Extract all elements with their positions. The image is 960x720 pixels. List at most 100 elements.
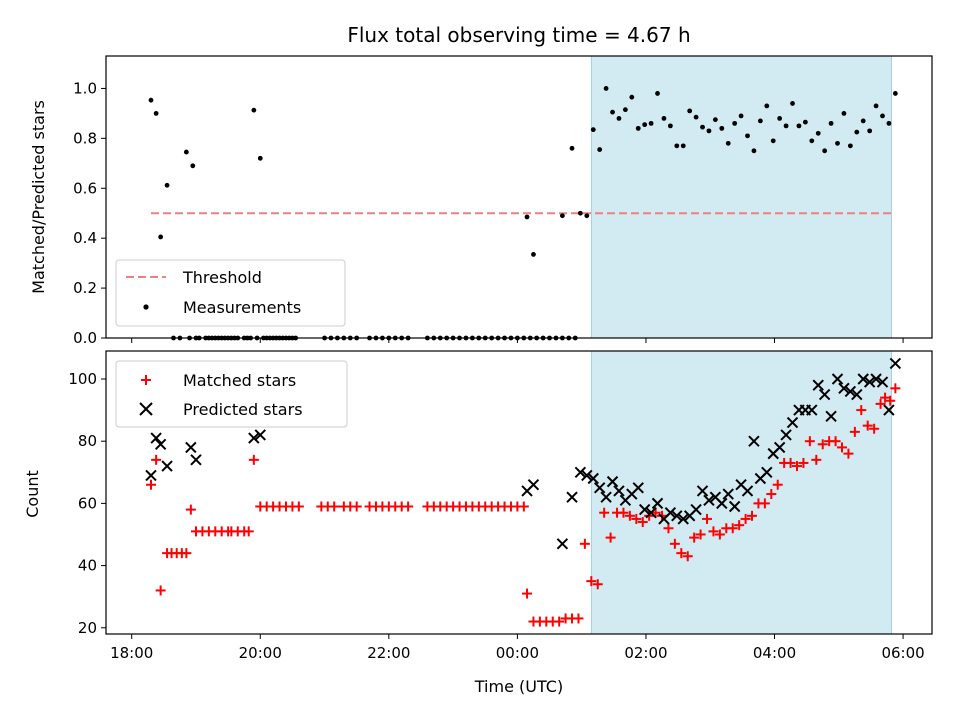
predicted-star-point	[786, 416, 799, 429]
predicted-star-d2	[248, 432, 260, 444]
measurement-point	[559, 213, 565, 219]
matched-star-point	[843, 448, 854, 459]
y-tick-label: 0.2	[73, 279, 97, 297]
matched-star-point	[817, 439, 828, 450]
measurement-point	[757, 118, 763, 124]
matched-star-point	[890, 383, 901, 394]
matched-star-point	[804, 436, 815, 447]
matched-star-point	[862, 420, 873, 431]
predicted-star-d2	[722, 488, 734, 500]
y-tick-label: 40	[78, 557, 97, 575]
predicted-star-d2	[145, 469, 157, 482]
predicted-star-point	[748, 435, 760, 447]
predicted-star-d2	[696, 485, 709, 497]
measurement-point	[164, 182, 170, 188]
predicted-star-point	[761, 466, 773, 478]
predicted-star-point	[190, 454, 202, 466]
measurement-point	[860, 118, 866, 124]
predicted-star-point	[556, 538, 569, 550]
matched-star-point	[599, 507, 610, 518]
legend-predicted-label: Predicted stars	[183, 400, 303, 419]
predicted-star-point	[593, 482, 606, 494]
matched-star-point	[772, 479, 783, 490]
matched-star-point	[579, 538, 590, 549]
measurement-point	[880, 113, 885, 119]
x-tick-label: 00:00	[496, 644, 539, 662]
measurement-point	[190, 163, 196, 169]
matched-star-point	[573, 613, 584, 624]
predicted-star-d2	[786, 416, 799, 429]
y-tick-label: 100	[68, 370, 97, 388]
predicted-star-point	[703, 494, 715, 506]
predicted-star-d2	[838, 382, 850, 395]
matched-star-point	[351, 501, 362, 512]
predicted-star-point	[587, 472, 599, 485]
measurement-point	[569, 145, 575, 151]
measurement-point	[661, 115, 667, 121]
x-tick-label: 22:00	[367, 644, 410, 662]
predicted-star-d2	[812, 379, 824, 391]
predicted-star-point	[185, 441, 197, 454]
predicted-star-d2	[527, 479, 540, 491]
predicted-star-d2	[773, 441, 786, 454]
predicted-star-point	[632, 482, 644, 494]
predicted-star-d2	[863, 376, 876, 388]
legend-bottom: Matched stars Predicted stars	[115, 360, 348, 428]
chart-title: Flux total observing time = 4.67 h	[347, 23, 690, 47]
x-tick-label: 18:00	[110, 644, 153, 662]
predicted-star-point	[254, 429, 266, 441]
predicted-star-d2	[677, 513, 689, 525]
measurement-point	[796, 123, 802, 129]
matched-star-point	[637, 517, 648, 528]
predicted-star-point	[248, 432, 260, 444]
measurement-point	[700, 124, 705, 130]
measurement-point	[629, 94, 635, 100]
matched-star-point	[714, 529, 725, 540]
measurement-point	[667, 123, 673, 129]
matched-star-point	[695, 529, 706, 540]
matched-star-point	[631, 513, 642, 524]
predicted-star-d2	[735, 479, 747, 491]
predicted-star-point	[606, 475, 619, 488]
predicted-star-point	[638, 503, 651, 516]
predicted-star-point	[161, 460, 173, 472]
measurement-point	[764, 103, 770, 109]
measurement-point	[719, 125, 725, 131]
predicted-star-d2	[703, 494, 715, 506]
y-tick-label: 60	[78, 494, 97, 512]
measurement-point	[835, 140, 840, 146]
predicted-star-d2	[154, 438, 167, 451]
predicted-star-d2	[664, 507, 677, 519]
matched-star-point	[669, 538, 680, 549]
predicted-star-point	[844, 385, 857, 398]
y-tick-label: 20	[78, 619, 97, 637]
matched-star-point	[243, 526, 254, 537]
predicted-star-point	[863, 376, 876, 388]
measurement-point	[770, 138, 776, 144]
predicted-star-d2	[606, 475, 619, 488]
predicted-star-d2	[709, 491, 722, 503]
predicted-star-point	[889, 357, 902, 370]
predicted-star-point	[664, 507, 677, 519]
predicted-star-point	[527, 479, 540, 491]
measurement-point	[642, 122, 648, 128]
predicted-star-d2	[645, 507, 657, 519]
measurement-point	[148, 97, 154, 103]
measurement-point	[892, 91, 898, 96]
predicted-star-point	[600, 491, 612, 503]
matched-star-point	[605, 532, 616, 543]
plot-layer: 0.0 0.2 0.4 0.6 0.8 1.0 Threshold Measurements 2…	[68, 55, 933, 662]
matched-star-point	[522, 588, 533, 599]
predicted-star-point	[728, 500, 741, 513]
matched-star-point	[798, 457, 809, 468]
observing-window-span	[590, 350, 892, 635]
matched-star-point	[708, 526, 719, 537]
predicted-star-d2	[728, 500, 741, 513]
predicted-star-d2	[818, 388, 831, 401]
measurement-point	[584, 213, 590, 219]
predicted-star-d2	[889, 357, 902, 370]
matched-star-point	[518, 501, 529, 512]
measurement-point	[847, 143, 853, 149]
matched-star-point	[837, 442, 848, 453]
predicted-star-d2	[851, 388, 863, 401]
